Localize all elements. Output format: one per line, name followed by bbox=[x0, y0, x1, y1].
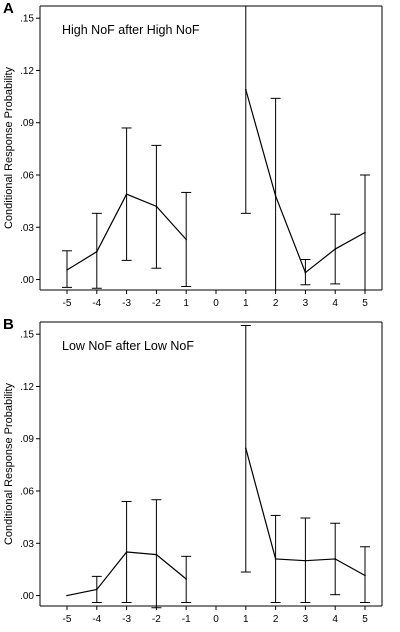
x-tick-label: 3 bbox=[303, 614, 309, 625]
x-tick-label: 1 bbox=[243, 298, 249, 309]
x-tick-label: 2 bbox=[273, 298, 279, 309]
x-tick-label: 3 bbox=[303, 298, 309, 309]
x-tick-label: 1 bbox=[243, 614, 249, 625]
x-tick-label: -5 bbox=[63, 298, 72, 309]
chart-title: Low NoF after Low NoF bbox=[62, 339, 194, 353]
y-tick-label: .00 bbox=[20, 591, 34, 602]
x-tick-label: 5 bbox=[362, 298, 368, 309]
y-tick-label: .15 bbox=[20, 330, 34, 341]
data-point bbox=[66, 594, 68, 597]
panel-letter: A bbox=[3, 0, 14, 17]
x-tick-label: -4 bbox=[92, 298, 101, 309]
x-tick-label: 0 bbox=[213, 614, 219, 625]
x-tick-label: -3 bbox=[122, 614, 131, 625]
y-tick-label: .12 bbox=[20, 382, 34, 393]
x-tick-label: 5 bbox=[362, 614, 368, 625]
panel-letter: B bbox=[3, 316, 14, 333]
x-tick-label: -3 bbox=[122, 298, 131, 309]
chart-b: .00 .03 .06 .09 .12 .15 -5 -4 -3 -2 -1 0 1 2 3 4 5 Condit… bbox=[3, 321, 383, 625]
y-tick-label: .06 bbox=[20, 487, 34, 498]
x-tick-label: 0 bbox=[213, 298, 219, 309]
y-tick-label: .06 bbox=[20, 171, 34, 182]
x-tick-label: -4 bbox=[92, 614, 101, 625]
y-tick-label: .03 bbox=[20, 539, 34, 550]
y-tick-label: .12 bbox=[20, 66, 34, 77]
panel-a: A .00 .03 .06 .09 .12 .15 -5 -4 -3 -2 1 0 1 2 3 4 5 Condi… bbox=[3, 0, 383, 309]
x-tick-label: -2 bbox=[152, 614, 161, 625]
panel-b: B .00 .03 .06 .09 .12 .15 -5 -4 -3 -2 -1 0 1 2 3 4 5 Cond… bbox=[0, 316, 400, 632]
x-tick-label: -1 bbox=[182, 614, 191, 625]
y-tick-label: .03 bbox=[20, 223, 34, 234]
y-tick-label: .09 bbox=[20, 118, 34, 129]
y-tick-label: .15 bbox=[20, 14, 34, 25]
x-tick-label: 1 bbox=[183, 298, 189, 309]
chart-a: .00 .03 .06 .09 .12 .15 -5 -4 -3 -2 1 0 1 2 3 4 5 Conditi… bbox=[3, 5, 383, 309]
y-axis-label: Conditional Response Probability bbox=[3, 382, 15, 545]
chart-title: High NoF after High NoF bbox=[62, 23, 200, 37]
x-tick-label: 2 bbox=[273, 614, 279, 625]
y-tick-label: .00 bbox=[20, 275, 34, 286]
y-axis-label: Conditional Response Probability bbox=[3, 66, 15, 229]
series-line bbox=[245, 89, 366, 274]
y-tick-label: .09 bbox=[20, 434, 34, 445]
x-tick-label: 4 bbox=[332, 298, 338, 309]
x-tick-label: -2 bbox=[152, 298, 161, 309]
x-tick-label: -5 bbox=[63, 614, 72, 625]
x-tick-label: 4 bbox=[332, 614, 338, 625]
